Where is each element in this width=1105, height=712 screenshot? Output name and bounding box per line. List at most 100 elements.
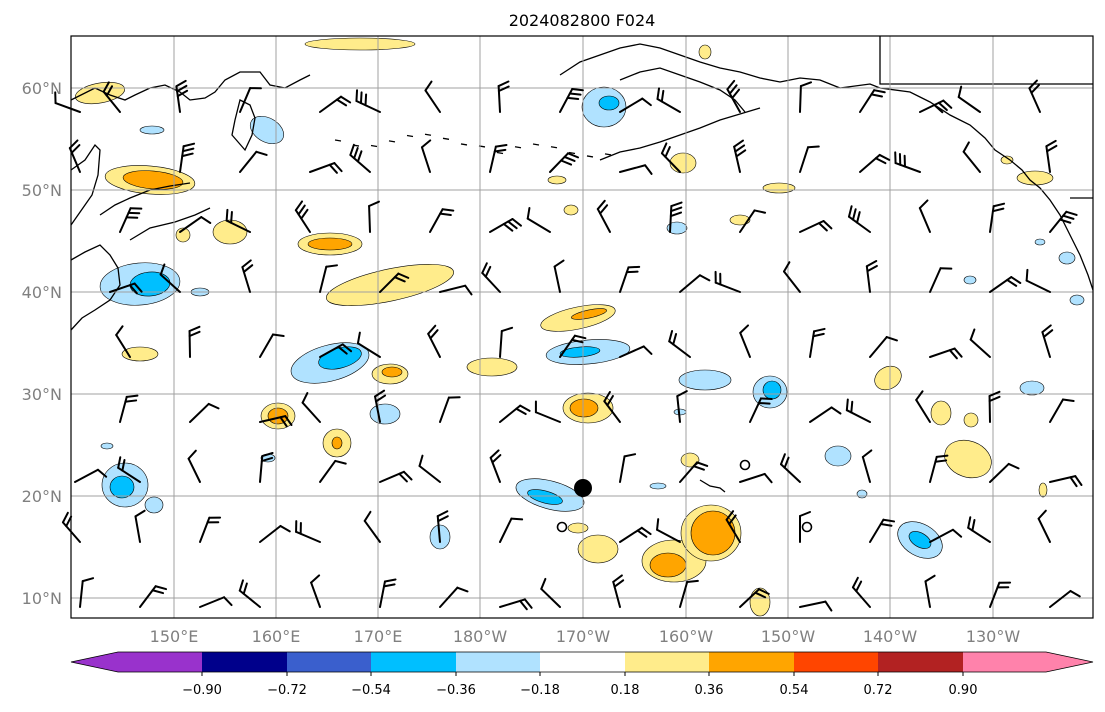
anomaly-contour	[824, 445, 852, 467]
wind-barb	[439, 396, 461, 423]
anomaly-contour	[577, 534, 619, 564]
wind-barb	[355, 89, 381, 113]
wind-barb	[596, 199, 611, 233]
wind-barb	[1025, 268, 1051, 293]
island	[586, 155, 594, 158]
wind-barb	[481, 262, 501, 293]
wind-barb	[676, 390, 688, 423]
wind-barb	[427, 324, 441, 358]
wind-barb	[660, 142, 681, 173]
wind-barb	[739, 209, 767, 233]
latitude-label: 50°N	[22, 181, 62, 200]
anomaly-contour	[369, 403, 401, 425]
wind-barb	[915, 390, 931, 423]
anomaly-contour	[212, 219, 248, 245]
longitude-label: 170°E	[354, 627, 403, 646]
wind-barb	[225, 208, 251, 233]
coastline	[70, 71, 311, 101]
wind-barb	[929, 528, 963, 543]
map-frame	[70, 35, 1094, 619]
colorbar-extend-min	[71, 652, 202, 672]
wind-barb	[809, 406, 842, 423]
wind-barb	[499, 517, 524, 543]
wind-barb	[499, 404, 531, 423]
anomaly-contour	[649, 552, 687, 578]
anomaly-contour	[666, 221, 688, 235]
anomaly-contour	[963, 412, 979, 428]
wind-barb	[739, 588, 770, 608]
anomaly-contour	[908, 531, 932, 549]
wind-barb	[310, 574, 321, 608]
anomaly-fills	[75, 37, 1085, 617]
colorbar-tick-label: −0.18	[520, 683, 560, 698]
coastline	[231, 99, 256, 152]
latitude-label: 10°N	[22, 589, 62, 608]
colorbar-tick-label: 0.36	[695, 683, 724, 698]
wind-barb	[851, 576, 871, 608]
colorbar-segment	[709, 652, 794, 672]
wind-barb	[656, 518, 681, 543]
wind-barb	[259, 333, 285, 358]
wind-barb	[368, 200, 380, 233]
wind-barb	[159, 263, 181, 293]
wind-barb	[869, 336, 898, 358]
anomaly-contour	[326, 264, 454, 306]
anomaly-contour	[331, 436, 343, 450]
wind-barb	[109, 282, 143, 295]
colorbar-segment	[625, 652, 709, 672]
wind-barb	[54, 91, 81, 113]
anomaly-contour	[856, 489, 868, 499]
wind-barb	[1041, 324, 1054, 358]
wind-barb	[924, 574, 936, 608]
anomaly-contour	[678, 369, 732, 391]
anomaly-contour	[547, 175, 567, 185]
wind-barb	[119, 207, 143, 233]
wind-barb	[379, 272, 410, 293]
wind-barb	[799, 600, 833, 612]
wind-barb	[1037, 509, 1051, 543]
island	[442, 137, 450, 140]
wind-barb	[79, 577, 95, 608]
wind-barb	[239, 87, 262, 113]
wind-barb	[619, 453, 637, 483]
anomaly-contour	[649, 482, 667, 490]
wind-barb	[612, 574, 625, 608]
wind-barb	[356, 331, 381, 358]
wind-barb	[929, 347, 963, 360]
anomaly-contour	[874, 365, 902, 391]
longitude-label: 180°W	[453, 627, 508, 646]
wind-barb	[295, 520, 321, 543]
island	[424, 133, 432, 136]
anomaly-contour	[304, 37, 416, 51]
map-title: 2024082800 F024	[509, 11, 656, 30]
wind-barb	[619, 265, 641, 293]
wind-barb	[489, 218, 522, 233]
wind-barb	[559, 334, 587, 358]
wind-barb	[549, 152, 580, 173]
coastline	[129, 207, 211, 241]
colorbar-segment	[540, 652, 625, 672]
wind-barb	[799, 220, 833, 233]
wind-barb	[809, 327, 826, 358]
wind-barb	[782, 261, 801, 293]
colorbar-tick-label: 0.90	[949, 683, 978, 698]
coastline	[879, 36, 1093, 85]
longitude-label: 160°W	[659, 627, 714, 646]
wind-barb	[847, 205, 871, 233]
colorbar-tick-label: 0.54	[780, 683, 809, 698]
anomaly-contour	[1000, 155, 1014, 165]
anomaly-contour	[121, 346, 159, 362]
colorbar-segment	[202, 652, 287, 672]
wind-barb	[499, 598, 533, 611]
colorbar-tick-label: −0.36	[436, 683, 476, 698]
wind-barb	[962, 141, 981, 173]
latitude-labels: 60°N 50°N 40°N 30°N 20°N 10°N	[22, 79, 62, 608]
wind-barb	[319, 264, 338, 293]
wind-barb	[439, 284, 473, 296]
anomaly-contour	[1058, 251, 1076, 265]
storm-center-dot	[574, 479, 592, 497]
anomaly-contour	[307, 237, 353, 251]
latitude-label: 40°N	[22, 283, 62, 302]
wind-barb	[859, 89, 886, 113]
